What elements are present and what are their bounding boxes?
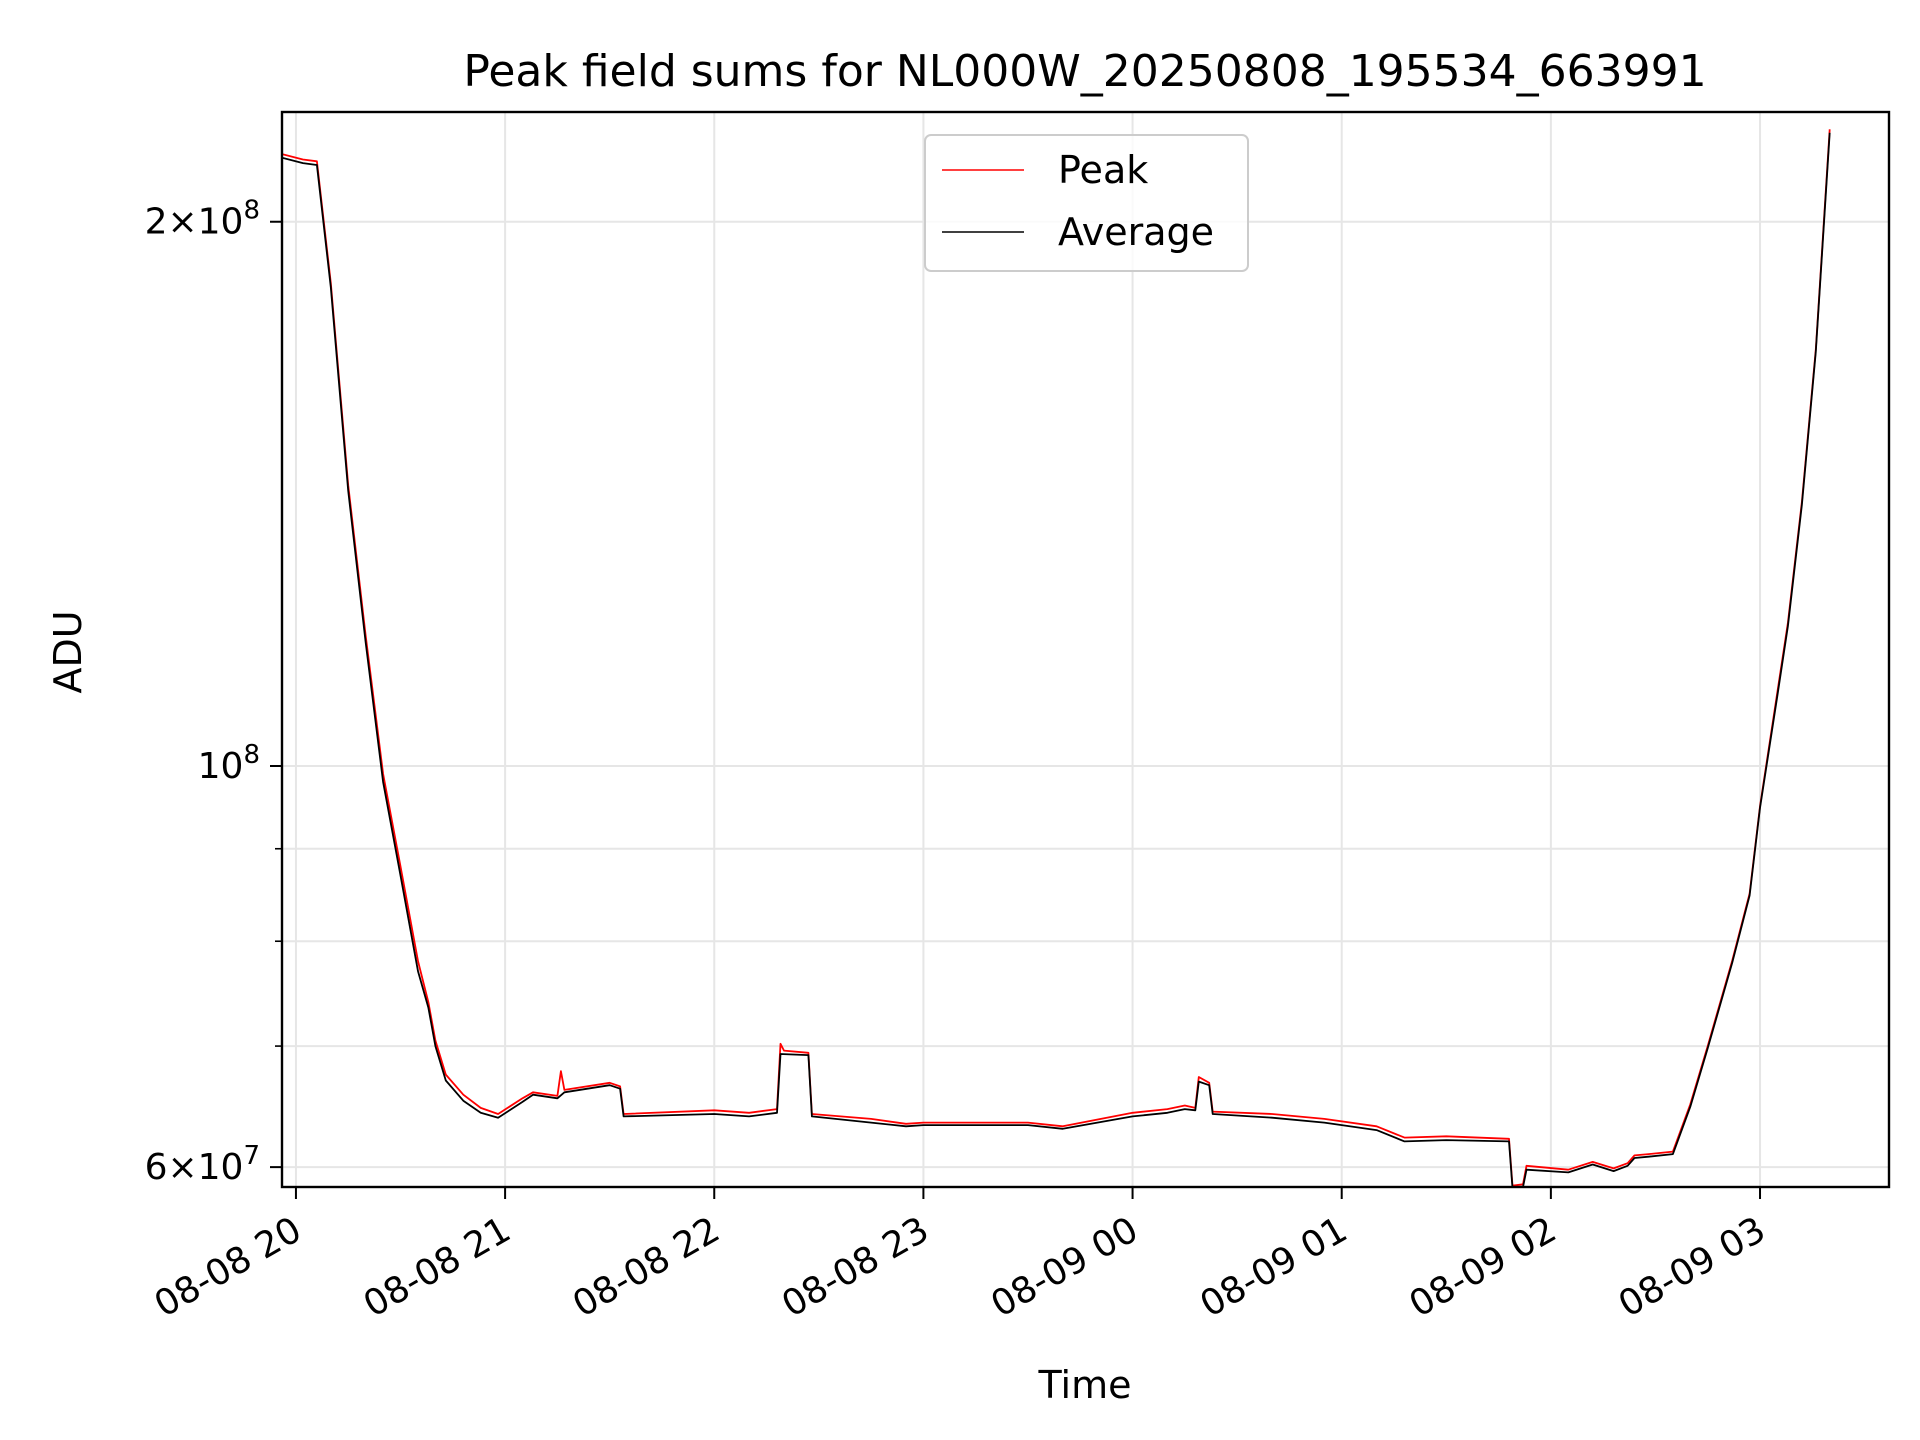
y-tick-label: 2×108 — [145, 196, 260, 243]
legend-box — [924, 134, 1249, 272]
series-line-peak — [282, 129, 1831, 1187]
series-line-average — [282, 132, 1831, 1187]
x-axis-label: Time — [1038, 1363, 1132, 1407]
legend-average-label: Average — [1058, 210, 1214, 254]
y-tick-label: 108 — [198, 740, 260, 787]
grid — [282, 112, 1889, 1187]
y-tick-label: 6×107 — [145, 1141, 260, 1188]
legend: Peak Average — [924, 134, 1249, 272]
y-axis-ticks: 2×108 108 6×107 — [145, 196, 282, 1188]
legend-peak-label: Peak — [1058, 148, 1148, 192]
plot-lines — [282, 129, 1831, 1187]
y-axis-label: ADU — [46, 610, 90, 693]
plot-frame — [280, 110, 1891, 1189]
chart-title: Peak field sums for NL000W_20250808_1955… — [463, 46, 1706, 97]
